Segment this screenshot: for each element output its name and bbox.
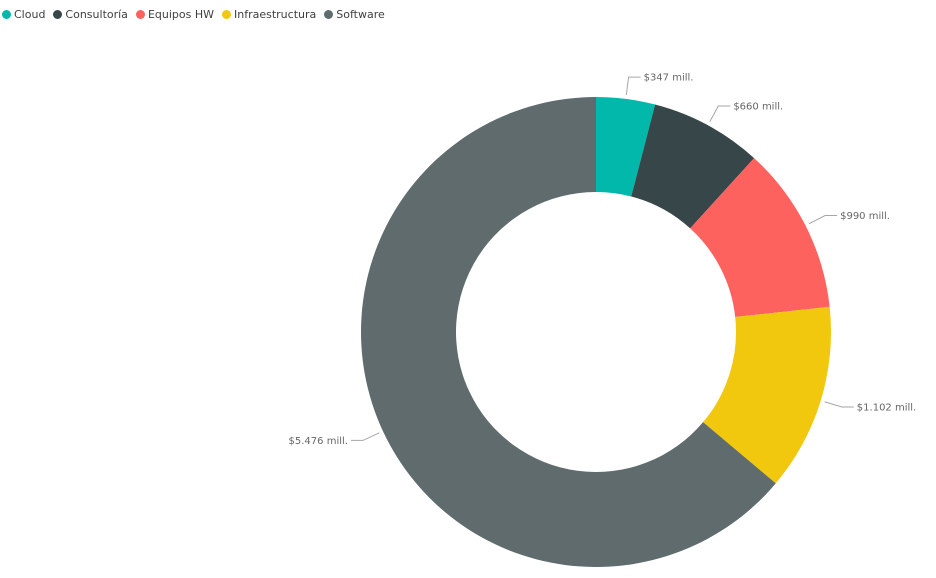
legend-label-cloud: Cloud (14, 7, 46, 21)
data-label-cloud: $347 mill. (644, 73, 694, 84)
leader-line-equipos-hw (808, 215, 838, 225)
legend-marker-software (324, 9, 334, 19)
leader-line-cloud (625, 76, 641, 95)
chart-legend: Cloud Consultoría Equipos HW Infraestruc… (2, 6, 393, 22)
donut-slice-cloud[interactable] (596, 97, 656, 197)
legend-item-equipos-hw[interactable]: Equipos HW (135, 7, 214, 21)
legend-label-equipos-hw: Equipos HW (147, 7, 214, 21)
legend-label-software: Software (336, 7, 385, 21)
data-label-consultoria: $660 mill. (733, 101, 783, 112)
legend-marker-infraestructura (222, 9, 231, 19)
legend-item-software[interactable]: Software (324, 8, 385, 21)
donut-slice-software[interactable] (360, 97, 776, 567)
legend-item-cloud[interactable]: Cloud (2, 8, 45, 21)
leader-line-software (350, 432, 380, 441)
legend-label-infraestructura: Infraestructura (234, 7, 317, 21)
data-label-infraestructura: $1.102 mill. (857, 403, 916, 414)
legend-item-infraestructura[interactable]: Infraestructura (222, 8, 316, 21)
donut-slice-infraestructura[interactable] (703, 306, 831, 484)
leader-line-infraestructura (824, 401, 854, 408)
donut-slice-equipos-hw[interactable] (690, 158, 830, 317)
legend-item-consultoria[interactable]: Consultoría (53, 8, 128, 21)
legend-marker-equipos-hw (135, 9, 145, 19)
legend-marker-consultoria (53, 9, 63, 19)
leader-line-consultoria (709, 105, 731, 123)
legend-marker-cloud (2, 9, 11, 19)
data-label-equipos-hw: $990 mill. (840, 211, 890, 222)
data-label-software: $5.476 mill. (289, 436, 348, 447)
donut-slice-consultoria[interactable] (631, 104, 755, 229)
legend-label-consultoria: Consultoría (65, 7, 128, 21)
